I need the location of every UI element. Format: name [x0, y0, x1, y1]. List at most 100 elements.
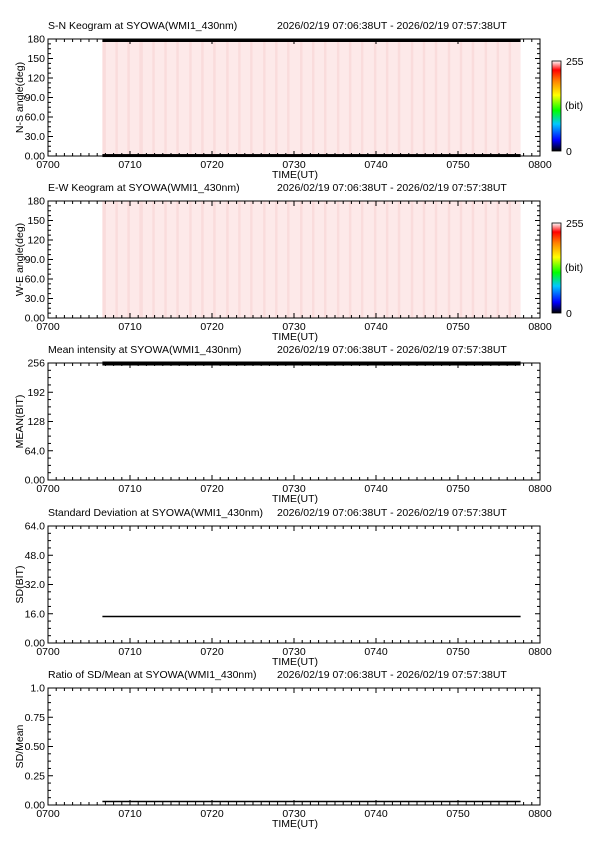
keogram-image — [102, 39, 521, 156]
x-tick-label: 0720 — [200, 321, 224, 333]
y-tick-label: 150 — [27, 215, 45, 227]
colorbar — [551, 222, 562, 314]
y-axis-label: N-S angle(deg) — [14, 62, 26, 133]
y-tick-label: 64.0 — [25, 521, 46, 533]
x-tick-label: 0700 — [36, 483, 60, 495]
keogram-streak — [264, 201, 266, 318]
keogram-streak — [238, 201, 240, 318]
keogram-streak — [485, 39, 488, 156]
x-tick-label: 0730 — [282, 646, 306, 658]
y-tick-label: 90.0 — [25, 254, 46, 266]
keogram-streak — [509, 39, 512, 156]
keogram-streak — [311, 201, 314, 318]
keogram-streak — [301, 39, 303, 156]
chart-title: Standard Deviation at SYOWA(WMI1_430nm) — [48, 507, 263, 519]
keogram-streaks — [102, 201, 512, 318]
keogram-streak — [227, 201, 229, 318]
keogram-streak — [422, 39, 425, 156]
keogram-streak — [139, 201, 141, 318]
keogram-streak — [214, 39, 216, 156]
keogram-streak — [447, 201, 450, 318]
keogram-streak — [288, 201, 290, 318]
keogram-streak — [153, 39, 155, 156]
time-range-label: 2026/02/19 07:06:38UT - 2026/02/19 07:57… — [277, 20, 507, 32]
keogram-streak — [374, 201, 377, 318]
keogram-streak — [323, 39, 326, 156]
keogram-streak — [410, 201, 413, 318]
keogram-streak — [141, 201, 143, 318]
x-tick-label: 0700 — [36, 646, 60, 658]
plot-frame — [47, 525, 541, 644]
keogram-streak — [139, 39, 141, 156]
keogram-streak — [496, 39, 499, 156]
keogram-streak — [508, 201, 511, 318]
keogram-streak — [448, 201, 451, 318]
keogram-streak — [263, 39, 265, 156]
keogram-streak — [508, 39, 511, 156]
keogram-streak — [250, 39, 252, 156]
keogram-streak — [434, 39, 437, 156]
keogram-streak — [276, 39, 278, 156]
keogram-streak — [300, 39, 302, 156]
time-range-label: 2026/02/19 07:06:38UT - 2026/02/19 07:57… — [277, 344, 507, 356]
keogram-streak — [164, 201, 166, 318]
time-range-label: 2026/02/19 07:06:38UT - 2026/02/19 07:57… — [277, 182, 507, 194]
keogram-streak — [127, 201, 129, 318]
chart-panel-3: Mean intensity at SYOWA(WMI1_430nm) 2026/… — [14, 344, 552, 505]
time-range-label: 2026/02/19 07:06:38UT - 2026/02/19 07:57… — [277, 669, 507, 681]
y-tick-label: 60.0 — [25, 274, 46, 286]
keogram-streak — [287, 201, 289, 318]
keogram-streak — [312, 39, 315, 156]
x-tick-label: 0740 — [364, 321, 388, 333]
time-range-label: 2026/02/19 07:06:38UT - 2026/02/19 07:57… — [277, 507, 507, 519]
keogram-streak — [176, 39, 178, 156]
keogram-streak — [361, 201, 364, 318]
y-tick-label: 60.0 — [25, 112, 46, 124]
chart-panel-4: Standard Deviation at SYOWA(WMI1_430nm) 2… — [14, 507, 552, 668]
keogram-streak — [116, 39, 118, 156]
keogram-streak — [214, 201, 216, 318]
x-axis-label: TIME(UT) — [272, 169, 318, 181]
chart-title: E-W Keogram at SYOWA(WMI1_430nm) — [48, 182, 240, 194]
keogram-streak — [348, 39, 351, 156]
keogram-streak — [312, 201, 315, 318]
y-tick-label: 30.0 — [25, 293, 46, 305]
y-tick-label: 180 — [27, 196, 45, 208]
x-tick-label: 0720 — [200, 159, 224, 171]
keogram-streak — [239, 201, 241, 318]
keogram-streak — [165, 39, 167, 156]
x-tick-label: 0800 — [528, 159, 552, 171]
keogram-streak — [239, 39, 241, 156]
keogram-streak — [411, 39, 414, 156]
x-axis-label: TIME(UT) — [272, 818, 318, 830]
keogram-streak — [397, 201, 400, 318]
y-axis-label: SD(BIT) — [14, 566, 26, 604]
keogram-streak — [459, 39, 462, 156]
keogram-streak — [324, 39, 327, 156]
keogram-streak — [141, 39, 143, 156]
keogram-streak — [435, 39, 438, 156]
colorbar-min-label: 0 — [566, 308, 572, 320]
keogram-streak — [447, 39, 450, 156]
colorbar-unit-label: (bit) — [565, 262, 583, 274]
keogram-streak — [336, 39, 339, 156]
keogram-streak — [264, 39, 266, 156]
x-tick-label: 0740 — [364, 483, 388, 495]
keogram-streak — [202, 39, 204, 156]
keogram-streak — [251, 201, 253, 318]
x-tick-label: 0800 — [528, 321, 552, 333]
keogram-streak — [497, 201, 500, 318]
x-tick-label: 0800 — [528, 646, 552, 658]
keogram-streak — [115, 201, 117, 318]
y-tick-label: 0.75 — [25, 712, 46, 724]
y-tick-label: 90.0 — [25, 92, 46, 104]
keogram-streak — [153, 201, 155, 318]
x-tick-label: 0750 — [446, 483, 470, 495]
y-tick-label: 0.00 — [25, 638, 46, 650]
y-axis-label: SD/Mean — [14, 724, 26, 768]
x-tick-label: 0730 — [282, 808, 306, 820]
keogram-streak — [250, 201, 252, 318]
keogram-streak — [348, 201, 351, 318]
x-tick-label: 0720 — [200, 483, 224, 495]
x-tick-label: 0730 — [282, 483, 306, 495]
